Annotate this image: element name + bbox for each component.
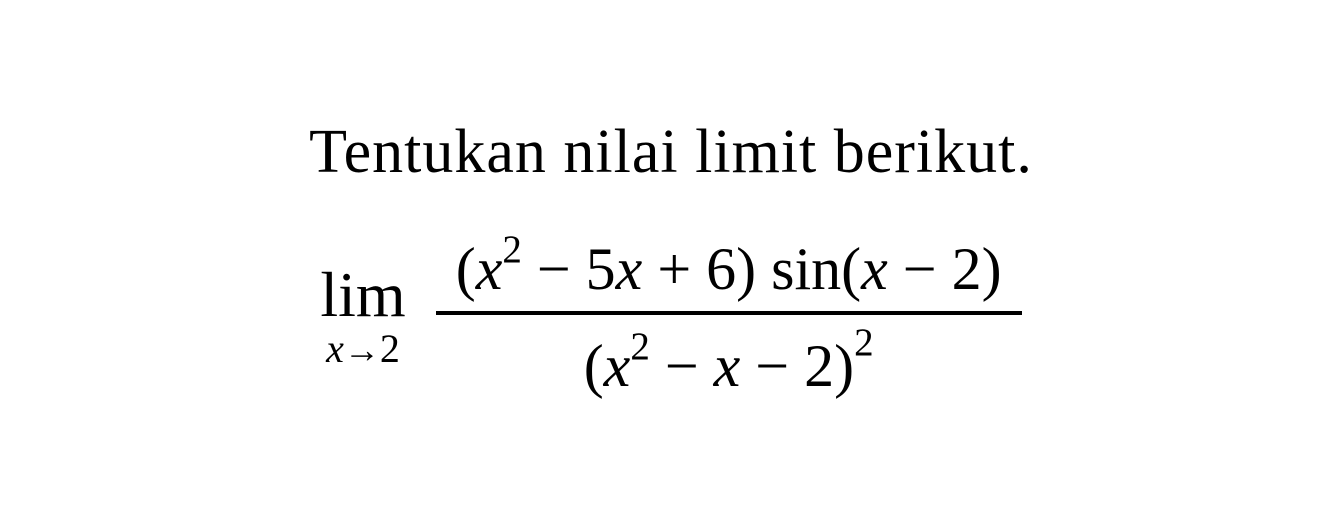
den-open-paren: ( bbox=[584, 333, 604, 399]
limit-label: lim bbox=[320, 263, 405, 327]
num-trig-var: x bbox=[861, 236, 888, 302]
limit-subscript: x→2 bbox=[326, 329, 400, 369]
limit-operator: lim x→2 bbox=[320, 263, 405, 369]
fraction: (x2 − 5x + 6) sin(x − 2) (x2 − x − 2)2 bbox=[436, 228, 1022, 404]
den-term1-var: x bbox=[604, 333, 631, 399]
den-term2: − bbox=[650, 333, 714, 399]
num-trig: sin bbox=[756, 236, 841, 302]
den-term3: − 2 bbox=[740, 333, 834, 399]
num-close-paren: ) bbox=[736, 236, 756, 302]
den-close-paren: ) bbox=[834, 333, 854, 399]
numerator: (x2 − 5x + 6) sin(x − 2) bbox=[436, 228, 1022, 311]
num-term2: − 5 bbox=[522, 236, 616, 302]
limit-arrow-icon: → bbox=[344, 330, 380, 370]
num-open-paren: ( bbox=[456, 236, 476, 302]
page-title: Tentukan nilai limit berikut. bbox=[309, 117, 1033, 188]
num-trig-close: ) bbox=[982, 236, 1002, 302]
limit-value: 2 bbox=[380, 326, 400, 371]
den-outer-exp: 2 bbox=[854, 321, 874, 364]
denominator: (x2 − x − 2)2 bbox=[564, 315, 894, 404]
den-term1-exp: 2 bbox=[630, 325, 650, 368]
num-term2-var: x bbox=[616, 236, 643, 302]
num-trig-minus: − 2 bbox=[888, 236, 982, 302]
limit-expression: lim x→2 (x2 − 5x + 6) sin(x − 2) (x2 − x… bbox=[320, 228, 1021, 404]
num-term1-var: x bbox=[476, 236, 503, 302]
num-term3: + 6 bbox=[642, 236, 736, 302]
num-term1-exp: 2 bbox=[502, 228, 522, 271]
den-term2-var: x bbox=[714, 333, 741, 399]
limit-variable: x bbox=[326, 326, 344, 371]
num-trig-open: ( bbox=[841, 236, 861, 302]
